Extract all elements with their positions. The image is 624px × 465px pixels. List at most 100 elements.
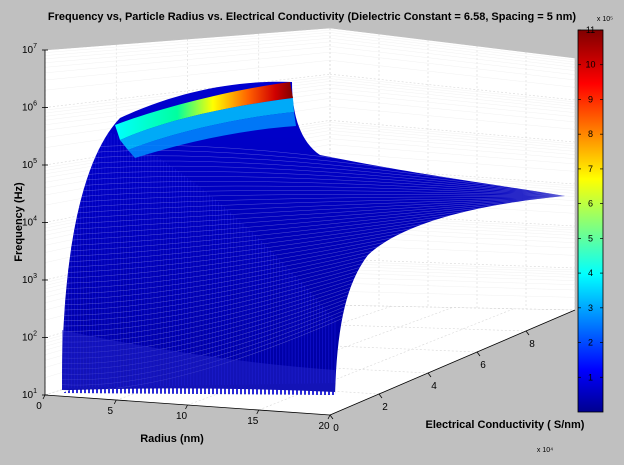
z-minor-gridline [329,130,576,152]
x-tick-label: 20 [318,421,330,432]
y-axis-multiplier: x 10⁴ [537,447,553,454]
y-axis-label: Electrical Conductivity ( S/nm) [426,419,585,431]
mesh-line-horizontal [62,165,565,195]
colorbar-tick-label: 3 [588,303,593,313]
surface-bottom-edge [62,388,335,395]
x-tick-label: 15 [247,416,259,427]
y-tick-mark [427,372,432,378]
colorbar: 1 2 3 4 5 6 7 8 9 10 11 x 10⁵ [577,16,613,413]
x-tick-mark [256,409,260,415]
z-minor-gridline [329,32,576,63]
mesh-line-horizontal [62,197,565,231]
z-tick-exponent: 2 [33,331,37,338]
z-minor-gridline [44,29,331,53]
box-edge-top-right [329,27,576,59]
colorbar-tick-label: 10 [585,60,595,70]
z-minor-gridline [44,60,331,91]
z-minor-gridline [329,106,576,130]
surface-cap-band-2 [120,98,294,150]
mesh-line-horizontal [62,197,565,225]
z-minor-gridline [329,81,576,107]
z-gridline-right [329,258,576,269]
z-minor-gridline [329,127,576,149]
z-minor-gridline [329,152,576,172]
z-tick-exponent: 6 [33,101,37,108]
z-tick-label: 103 [22,273,37,286]
z-minor-gridline [329,41,576,71]
z-minor-gridline [329,144,576,165]
x-tick-label: 5 [107,406,113,417]
z-minor-gridline [329,282,576,291]
y-tick-label: 8 [529,339,535,350]
colorbar-tick-label: 4 [588,268,593,278]
z-tick-exponent: 4 [33,216,37,223]
z-minor-gridline [44,51,331,81]
mesh-line-horizontal [62,190,565,199]
z-minor-gridline [329,34,576,65]
surface-plot [62,81,565,396]
z-minor-gridline [329,268,576,278]
z-minor-gridline [329,265,576,275]
x-axis-ticks: 0 5 10 15 20 [36,394,331,432]
y-tick-mark [525,330,530,336]
colorbar-tick-label: 8 [588,129,593,139]
x-tick-mark [327,414,331,420]
colorbar-tick-label: 11 [586,25,595,35]
z-minor-gridline [329,38,576,68]
mesh-line-horizontal [62,194,565,204]
z-minor-gridline [329,263,576,273]
z-tick-label: 106 [22,101,37,114]
y-tick-label: 2 [382,402,388,413]
z-minor-gridline [329,260,576,271]
z-minor-gridline [329,92,576,117]
colorbar-tick-label: 2 [588,338,593,348]
z-tick-label: 105 [22,158,37,171]
z-minor-gridline [44,34,331,60]
surface-high-frequency-cap [115,82,293,140]
colorbar-tick-label: 5 [588,233,593,243]
z-minor-gridline [329,290,576,298]
mesh-line-horizontal [62,198,565,241]
mesh-line-horizontal [62,197,565,236]
z-minor-gridline [44,41,331,68]
x-tick-label: 10 [176,411,188,422]
z-minor-gridline [329,122,576,145]
mesh-line-horizontal [62,185,565,197]
z-gridline-right [329,73,576,101]
colorbar-tick-label: 1 [588,372,593,382]
z-tick-exponent: 5 [33,158,37,165]
z-tick-label: 107 [22,43,37,56]
z-minor-gridline [329,84,576,110]
y-tick-label: 0 [333,423,339,434]
x-axis-label: Radius (nm) [140,433,204,445]
z-minor-gridline [329,98,576,123]
box-edge-front-y [329,309,576,416]
z-minor-gridline [329,60,576,88]
mesh-line-horizontal [62,176,565,196]
z-axis-label: Frequency (Hz) [13,182,25,262]
mesh-line-horizontal [62,171,565,196]
z-minor-gridline [329,134,576,155]
y-axis-ticks: 0 2 4 6 8 [329,330,535,434]
mesh-line-horizontal [62,198,565,247]
colorbar-multiplier: x 10⁵ [597,16,613,23]
z-tick-exponent: 1 [33,388,37,395]
z-tick-exponent: 3 [33,273,37,280]
mesh-line-horizontal [62,181,565,196]
colorbar-tick-label: 7 [588,164,593,174]
chart-title: Frequency vs, Particle Radius vs. Electr… [48,11,577,23]
z-minor-gridline [44,38,331,63]
z-minor-gridline [329,76,576,103]
y-tick-label: 4 [431,381,437,392]
z-minor-gridline [329,277,576,285]
x-tick-mark [113,399,117,405]
z-minor-gridline [329,87,576,113]
x-tick-mark [185,404,188,410]
z-minor-gridline [329,138,576,159]
colorbar-ticks: 1 2 3 4 5 6 7 8 9 10 11 [578,25,603,382]
z-tick-label: 101 [22,388,37,401]
z-minor-gridline [329,51,576,81]
